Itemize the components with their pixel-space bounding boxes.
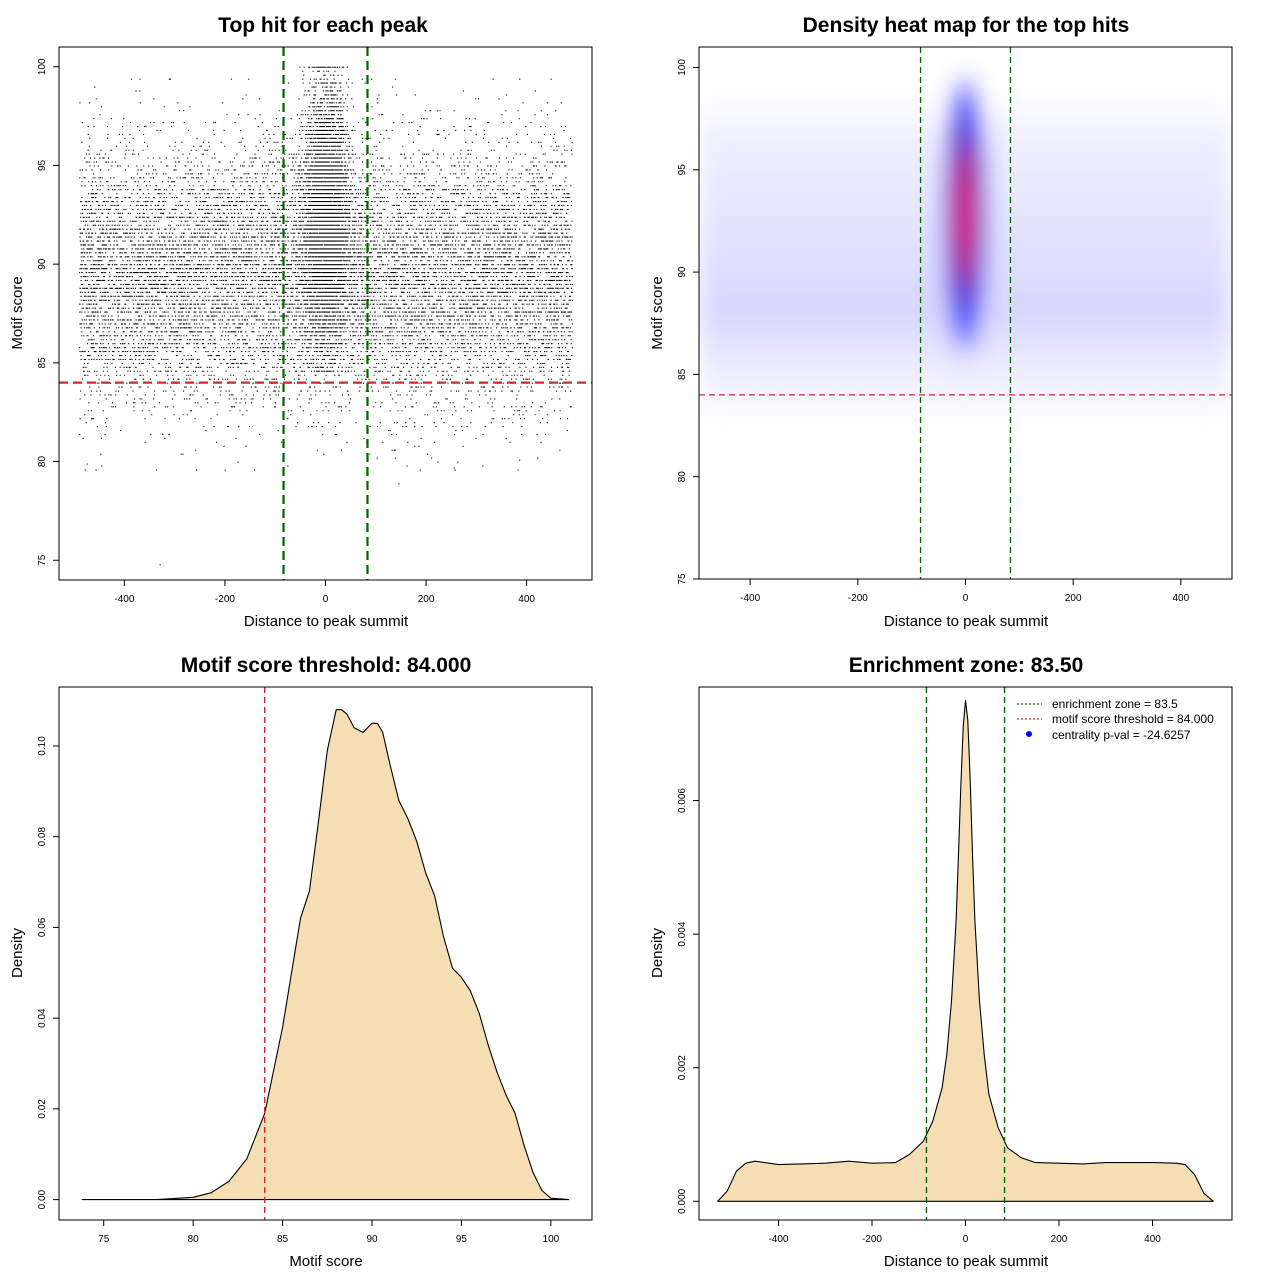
heatmap-x-tick-label: 0 (963, 593, 969, 604)
distance-density-x-tick-label: -400 (768, 1234, 788, 1245)
score-density-x-tick-label: 95 (456, 1234, 468, 1245)
heatmap-x-tick-label: 400 (1173, 593, 1190, 604)
panel-scatter: Top hit for each peak -400 -200 0 200 400 75 8… (9, 14, 593, 630)
scatter-y-tick-label: 80 (37, 456, 48, 468)
distance-density-x-tick-label: -200 (862, 1234, 882, 1245)
heatmap-x-tick-label: -200 (848, 593, 868, 604)
score-density-axes: 75 80 85 90 95 100 0.00 0.02 0.04 0.06 0.08 0.10 (37, 736, 560, 1245)
scatter-x-tick-label: -200 (215, 594, 235, 605)
heatmap-y-tick-label: 90 (677, 266, 688, 278)
scatter-x-tick-label: 0 (323, 594, 329, 605)
scatter-x-tick-label: 200 (418, 594, 435, 605)
heatmap-title: Density heat map for the top hits (803, 14, 1130, 37)
scatter-y-tick-label: 85 (37, 357, 48, 369)
legend-enrichment-label: enrichment zone = 83.5 (1052, 697, 1178, 711)
legend: enrichment zone = 83.5 motif score thres… (1017, 697, 1214, 742)
heatmap-axes: -400 -200 0 200 400 75 80 85 90 95 100 (677, 59, 1190, 604)
score-density-x-label: Motif score (289, 1253, 362, 1270)
panel-distance-density: Enrichment zone: 83.50 -400 -200 0 200 400 0.… (649, 654, 1233, 1270)
distance-density-x-tick-label: 400 (1144, 1234, 1161, 1245)
scatter-y-tick-label: 90 (37, 258, 48, 270)
score-density-y-tick-label: 0.06 (37, 917, 48, 937)
panel-heatmap: Density heat map for the top hits -400 -2… (649, 14, 1233, 630)
panel-score-density: Motif score threshold: 84.000 75 80 85 90 95… (9, 654, 593, 1270)
heatmap-y-tick-label: 80 (677, 471, 688, 483)
scatter-points (79, 66, 573, 566)
score-density-x-tick-label: 75 (98, 1234, 110, 1245)
legend-pval-swatch (1026, 731, 1032, 737)
heatmap-y-tick-label: 85 (677, 368, 688, 380)
score-density-title: Motif score threshold: 84.000 (181, 654, 472, 677)
score-density-plot-area (81, 687, 570, 1220)
score-density-y-tick-label: 0.10 (37, 736, 48, 756)
heatmap-x-tick-label: 200 (1065, 593, 1082, 604)
heatmap-reference-lines (699, 47, 1232, 579)
distance-density-y-tick-label: 0.000 (677, 1188, 688, 1213)
score-density-x-tick-label: 100 (543, 1234, 560, 1245)
scatter-plot-area (59, 47, 592, 580)
score-density-y-tick-label: 0.04 (37, 1008, 48, 1028)
heatmap-y-tick-label: 75 (677, 573, 688, 585)
scatter-y-label: Motif score (9, 276, 26, 349)
distance-density-title: Enrichment zone: 83.50 (849, 654, 1084, 677)
distance-density-y-tick-label: 0.004 (677, 921, 688, 946)
score-density-density-curve (81, 709, 570, 1201)
scatter-axes: -400 -200 0 200 400 75 80 85 90 95 100 (37, 58, 535, 605)
scatter-x-label: Distance to peak summit (244, 613, 409, 630)
score-density-x-tick-label: 90 (366, 1234, 378, 1245)
scatter-x-tick-label: -400 (114, 594, 134, 605)
score-density-frame (58, 686, 593, 1221)
heatmap-y-label: Motif score (649, 276, 666, 349)
scatter-y-tick-label: 75 (37, 554, 48, 566)
distance-density-plot-area (717, 687, 1214, 1220)
distance-density-density-curve (717, 699, 1214, 1202)
scatter-title: Top hit for each peak (218, 14, 428, 37)
distance-density-x-tick-label: 0 (963, 1234, 969, 1245)
score-density-y-tick-label: 0.02 (37, 1099, 48, 1119)
distance-density-y-label: Density (649, 927, 666, 978)
score-density-x-tick-label: 85 (277, 1234, 289, 1245)
distance-density-y-tick-label: 0.006 (677, 788, 688, 813)
heatmap-y-tick-label: 95 (677, 164, 688, 176)
scatter-y-tick-label: 100 (37, 58, 48, 75)
distance-density-x-label: Distance to peak summit (884, 1253, 1049, 1270)
heatmap-x-label: Distance to peak summit (884, 613, 1049, 630)
score-density-y-tick-label: 0.08 (37, 827, 48, 847)
heatmap-plot-area (699, 47, 1232, 579)
heatmap-density (699, 62, 1232, 440)
distance-density-y-tick-label: 0.002 (677, 1055, 688, 1080)
distance-density-x-tick-label: 200 (1051, 1234, 1068, 1245)
scatter-y-tick-label: 95 (37, 159, 48, 171)
score-density-x-tick-label: 80 (188, 1234, 200, 1245)
legend-pval-label: centrality p-val = -24.6257 (1052, 728, 1191, 742)
score-density-y-label: Density (9, 927, 26, 978)
heatmap-core (943, 65, 987, 365)
distance-density-axes: -400 -200 0 200 400 0.000 0.002 0.004 0.006 (677, 788, 1161, 1245)
heatmap-x-tick-label: -400 (740, 593, 760, 604)
heatmap-y-tick-label: 100 (677, 59, 688, 76)
scatter-frame (58, 46, 593, 581)
legend-threshold-label: motif score threshold = 84.000 (1052, 712, 1214, 726)
score-density-y-tick-label: 0.00 (37, 1189, 48, 1209)
scatter-x-tick-label: 400 (518, 594, 535, 605)
